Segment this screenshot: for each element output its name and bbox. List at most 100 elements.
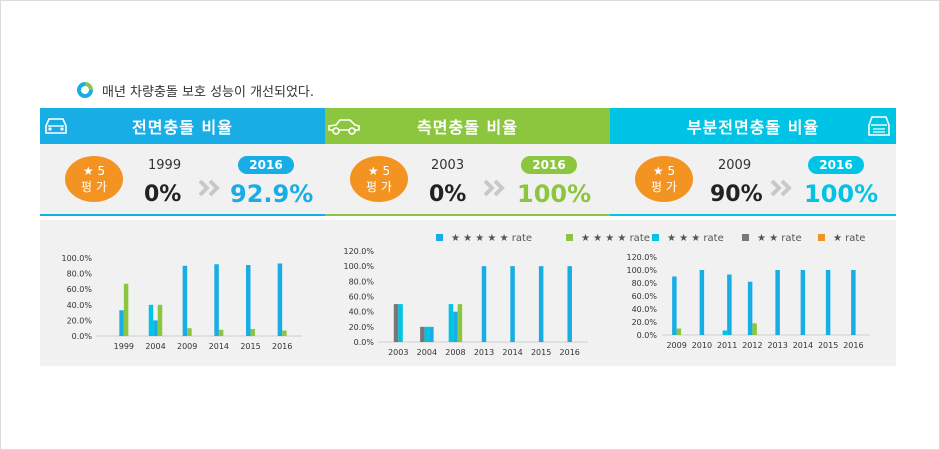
from-value: 90%	[710, 182, 763, 207]
bar	[424, 326, 430, 342]
car-front-icon	[868, 116, 890, 136]
x-tick-label: 2011	[717, 341, 737, 350]
x-tick-label: 2014	[209, 342, 229, 351]
bar	[453, 311, 458, 342]
x-tick-label: 2013	[767, 341, 787, 350]
chevron-right-icon	[483, 179, 505, 197]
from-year: 2003	[431, 158, 465, 173]
legend-label: ★ ★ ★ rate	[667, 233, 724, 244]
bar	[214, 264, 219, 336]
badge-star: ★ 5	[367, 164, 391, 178]
y-tick-label: 80.0%	[349, 277, 375, 286]
y-tick-label: 80.0%	[67, 270, 93, 279]
y-tick-label: 0.0%	[354, 338, 375, 347]
to-value: 100%	[517, 180, 592, 208]
panel-title: 전면충돌 비율	[132, 118, 233, 137]
y-tick-label: 120.0%	[343, 247, 374, 256]
heading-text: 매년 차량충돌 보호 성능이 개선되었다.	[102, 84, 315, 100]
bar	[398, 304, 403, 342]
bar	[567, 266, 572, 342]
panel-title: 부분전면충돌 비율	[686, 118, 820, 137]
bar	[825, 270, 831, 335]
x-tick-label: 2004	[417, 348, 437, 357]
badge-label: 평 가	[651, 180, 677, 194]
x-tick-label: 2016	[560, 348, 580, 357]
chevron-right-icon	[770, 179, 792, 197]
panel-partial-frontal: 부분전면충돌 비율 ★ 5 평 가 2009 90% 2016 100%	[610, 108, 896, 216]
x-tick-label: 2014	[502, 348, 522, 357]
legend-swatch	[818, 234, 825, 241]
car-side-icon	[328, 119, 360, 135]
bar	[393, 304, 399, 342]
badge-label: 평 가	[366, 180, 392, 194]
bar	[218, 329, 224, 336]
bar	[153, 320, 158, 336]
bar	[538, 266, 544, 342]
bar	[187, 328, 192, 336]
from-year: 2009	[718, 158, 752, 173]
panel-title-bar: 부분전면충돌 비율	[610, 108, 896, 144]
x-tick-label: 2016	[843, 341, 863, 350]
to-year-pill: 2016	[238, 156, 294, 174]
y-tick-label: 100.0%	[343, 262, 374, 271]
x-tick-label: 2016	[272, 342, 292, 351]
y-tick-label: 60.0%	[67, 285, 93, 294]
y-tick-label: 100.0%	[61, 254, 92, 263]
y-tick-label: 20.0%	[349, 323, 375, 332]
y-tick-label: 100.0%	[626, 266, 657, 275]
chevron-right-icon	[198, 179, 220, 197]
y-tick-label: 40.0%	[349, 308, 375, 317]
x-tick-label: 2010	[692, 341, 712, 350]
bar	[481, 266, 487, 342]
bar	[246, 265, 251, 336]
bar	[250, 328, 255, 336]
y-tick-label: 40.0%	[67, 301, 93, 310]
legend-swatch	[652, 234, 659, 241]
y-tick-label: 20.0%	[67, 316, 93, 325]
y-tick-label: 40.0%	[632, 305, 658, 314]
bar	[182, 265, 188, 336]
legend-swatch	[436, 234, 443, 241]
rating-badge: ★ 5 평 가	[635, 156, 693, 202]
to-value: 92.9%	[230, 180, 314, 208]
x-tick-label: 2008	[445, 348, 465, 357]
bar	[851, 270, 856, 335]
panel-title-bar: 전면충돌 비율	[40, 108, 325, 144]
y-tick-label: 0.0%	[637, 331, 658, 340]
bar	[727, 274, 732, 335]
to-value: 100%	[804, 180, 879, 208]
bar	[722, 330, 728, 335]
bar	[277, 263, 283, 336]
to-year-pill: 2016	[521, 156, 577, 174]
logo-icon	[77, 82, 93, 98]
charts-area: ★ ★ ★ ★ ★ rate ★ ★ ★ ★ rate ★ ★ ★ rate ★ ★ …	[40, 220, 896, 366]
panel-underline	[325, 214, 610, 216]
rating-badge: ★ 5 평 가	[65, 156, 123, 202]
bar	[510, 266, 515, 342]
x-tick-label: 2004	[145, 342, 165, 351]
x-tick-label: 2013	[474, 348, 494, 357]
y-tick-label: 80.0%	[632, 279, 658, 288]
badge-label: 평 가	[81, 180, 107, 194]
panel-side: 측면충돌 비율 ★ 5 평 가 2003 0% 2016 100%	[325, 108, 610, 216]
bar	[775, 270, 780, 335]
panel-title-bar: 측면충돌 비율	[325, 108, 610, 144]
bar	[457, 304, 463, 342]
y-tick-label: 20.0%	[632, 318, 658, 327]
panel-underline	[610, 214, 896, 216]
x-tick-label: 2015	[531, 348, 551, 357]
rating-badge: ★ 5 평 가	[350, 156, 408, 202]
bar	[699, 270, 705, 335]
bar	[282, 330, 287, 336]
bar	[752, 323, 757, 335]
car-icon	[45, 118, 67, 134]
x-tick-label: 2003	[388, 348, 408, 357]
panel-underline	[40, 214, 325, 216]
x-tick-label: 1999	[114, 342, 134, 351]
bar	[420, 326, 425, 342]
legend-label: ★ rate	[833, 233, 865, 244]
from-value: 0%	[429, 182, 467, 207]
y-tick-label: 60.0%	[632, 292, 658, 301]
from-value: 0%	[144, 182, 182, 207]
charts-svg: ★ ★ ★ ★ ★ rate ★ ★ ★ ★ rate ★ ★ ★ rate ★ ★ …	[61, 233, 870, 357]
